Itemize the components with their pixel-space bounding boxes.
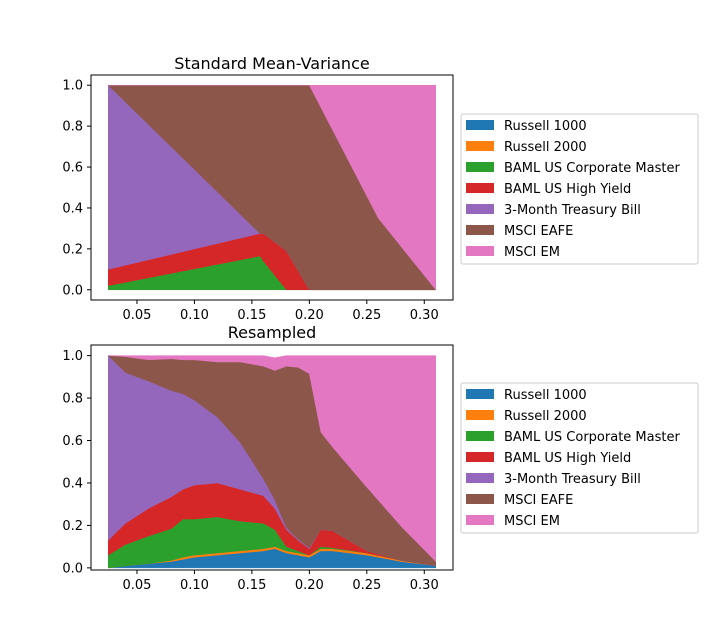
- x-tick-label: 0.30: [410, 578, 439, 593]
- legend-swatch-3-month-treasury-bill: [466, 204, 494, 214]
- legend-label-russell-1000: Russell 1000: [504, 119, 587, 134]
- x-tick-label: 0.25: [352, 308, 381, 323]
- y-tick-label: 0.4: [62, 476, 83, 491]
- legend-label-msci-eafe: MSCI EAFE: [504, 224, 573, 239]
- y-tick-label: 0.6: [62, 161, 83, 176]
- y-tick-label: 0.6: [62, 434, 83, 449]
- legend-label-russell-2000: Russell 2000: [504, 409, 587, 424]
- plot-frame: [90, 74, 454, 301]
- legend-swatch-baml-us-corporate-master: [466, 431, 494, 441]
- legend-swatch-baml-us-high-yield: [466, 183, 494, 193]
- x-tick-label: 0.05: [122, 578, 151, 593]
- x-tick-label: 0.15: [237, 578, 266, 593]
- legend-label-baml-us-high-yield: BAML US High Yield: [504, 451, 631, 466]
- x-tick-label: 0.10: [180, 308, 209, 323]
- x-tick-label: 0.10: [180, 578, 209, 593]
- x-tick-label: 0.05: [122, 308, 151, 323]
- legend-label-baml-us-corporate-master: BAML US Corporate Master: [504, 430, 680, 445]
- y-tick-label: 0.0: [62, 561, 83, 576]
- area-msci-em: [108, 355, 437, 563]
- y-tick-label: 0.8: [62, 392, 83, 407]
- x-tick-label: 0.30: [410, 308, 439, 323]
- x-tick-label: 0.25: [352, 578, 381, 593]
- legend-swatch-3-month-treasury-bill: [466, 473, 494, 483]
- legend-swatch-msci-eafe: [466, 494, 494, 504]
- y-tick-label: 0.2: [62, 519, 83, 534]
- legend-frame: [460, 382, 699, 534]
- y-tick-label: 0.4: [62, 201, 83, 216]
- legend-label-msci-em: MSCI EM: [504, 514, 560, 529]
- legend-frame: [460, 113, 699, 265]
- y-tick-label: 1.0: [62, 349, 83, 364]
- legend: Russell 1000 Russell 2000 BAML US Corporat…: [460, 113, 699, 265]
- legend-label-russell-1000: Russell 1000: [504, 388, 587, 403]
- legend-swatch-russell-1000: [466, 389, 494, 399]
- legend-label-3-month-treasury-bill: 3-Month Treasury Bill: [504, 472, 641, 487]
- y-tick-label: 0.2: [62, 242, 83, 257]
- legend-swatch-russell-1000: [466, 120, 494, 130]
- legend-swatch-baml-us-high-yield: [466, 452, 494, 462]
- legend-label-3-month-treasury-bill: 3-Month Treasury Bill: [504, 203, 641, 218]
- legend-label-baml-us-corporate-master: BAML US Corporate Master: [504, 161, 680, 176]
- chart-1: 0.05 0.10 0.15 0.20 0.25 0.30 0.0 0.2 0.4 0.6 0.8 1…: [62, 54, 699, 323]
- y-tick-label: 0.0: [62, 283, 83, 298]
- x-tick-label: 0.20: [295, 308, 324, 323]
- chart-title: Standard Mean-Variance: [174, 54, 369, 73]
- legend: Russell 1000 Russell 2000 BAML US Corporat…: [460, 382, 699, 534]
- x-tick-label: 0.20: [295, 578, 324, 593]
- legend-label-msci-eafe: MSCI EAFE: [504, 493, 573, 508]
- legend-label-baml-us-high-yield: BAML US High Yield: [504, 182, 631, 197]
- legend-swatch-msci-eafe: [466, 225, 494, 235]
- legend-swatch-russell-2000: [466, 410, 494, 420]
- chart-title: Resampled: [228, 323, 317, 342]
- chart-2: 0.05 0.10 0.15 0.20 0.25 0.30 0.0 0.2 0.4 0.6 0.8 1…: [62, 323, 699, 593]
- legend-label-msci-em: MSCI EM: [504, 245, 560, 260]
- area-msci-em: [108, 84, 437, 291]
- legend-swatch-russell-2000: [466, 141, 494, 151]
- legend-label-russell-2000: Russell 2000: [504, 140, 587, 155]
- y-tick-label: 0.8: [62, 120, 83, 135]
- plot-frame: [90, 344, 454, 571]
- y-tick-label: 1.0: [62, 79, 83, 94]
- x-tick-label: 0.15: [237, 308, 266, 323]
- legend-swatch-baml-us-corporate-master: [466, 162, 494, 172]
- legend-swatch-msci-em: [466, 246, 494, 256]
- legend-swatch-msci-em: [466, 515, 494, 525]
